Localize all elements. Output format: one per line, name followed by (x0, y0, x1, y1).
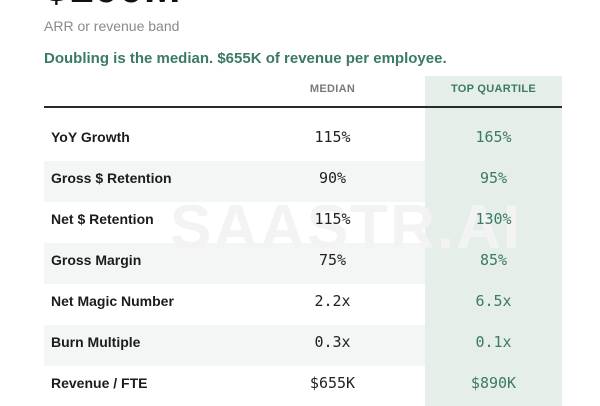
row-label-net-retention: Net $ Retention (51, 211, 154, 227)
page-title: $100M (44, 0, 181, 10)
row-label-yoy-growth: YoY Growth (51, 129, 130, 145)
median-value-gross-retention: 90% (318, 169, 347, 187)
top-quartile-value-gross-margin: 85% (479, 251, 508, 269)
median-value-gross-margin: 75% (318, 251, 347, 269)
header-divider (44, 106, 562, 108)
row-stripe (44, 161, 425, 202)
median-column-header: MEDIAN (309, 83, 356, 95)
median-value-net-magic-number: 2.2x (314, 292, 351, 310)
top-quartile-value-net-retention: 130% (475, 210, 512, 228)
median-value-yoy-growth: 115% (314, 128, 351, 146)
median-value-net-retention: 115% (314, 210, 351, 228)
median-value-burn-multiple: 0.3x (314, 333, 351, 351)
headline: Doubling is the median. $655K of revenue… (44, 50, 447, 67)
top-quartile-value-yoy-growth: 165% (475, 128, 512, 146)
row-label-net-magic-number: Net Magic Number (51, 293, 174, 309)
row-stripe (44, 325, 425, 366)
page-subtitle: ARR or revenue band (44, 18, 180, 34)
top-quartile-value-revenue-per-fte: $890K (470, 374, 517, 392)
top-quartile-column-highlight (425, 76, 562, 406)
top-quartile-value-gross-retention: 95% (479, 169, 508, 187)
row-stripe (44, 243, 425, 284)
top-quartile-value-burn-multiple: 0.1x (475, 333, 512, 351)
row-label-burn-multiple: Burn Multiple (51, 334, 141, 350)
row-label-gross-retention: Gross $ Retention (51, 170, 172, 186)
row-label-gross-margin: Gross Margin (51, 252, 142, 268)
row-label-revenue-per-fte: Revenue / FTE (51, 375, 148, 391)
top-quartile-value-net-magic-number: 6.5x (475, 292, 512, 310)
median-value-revenue-per-fte: $655K (309, 374, 356, 392)
top-quartile-column-header: TOP QUARTILE (450, 83, 537, 95)
